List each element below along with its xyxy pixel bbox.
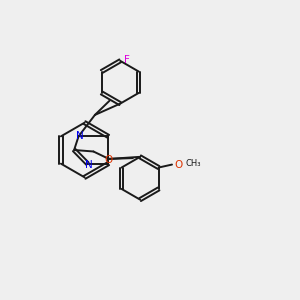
Text: N: N [85,160,93,170]
Text: N: N [76,131,84,141]
Text: F: F [124,55,130,65]
Text: CH₃: CH₃ [185,160,201,169]
Text: O: O [105,154,113,164]
Text: O: O [174,160,182,170]
